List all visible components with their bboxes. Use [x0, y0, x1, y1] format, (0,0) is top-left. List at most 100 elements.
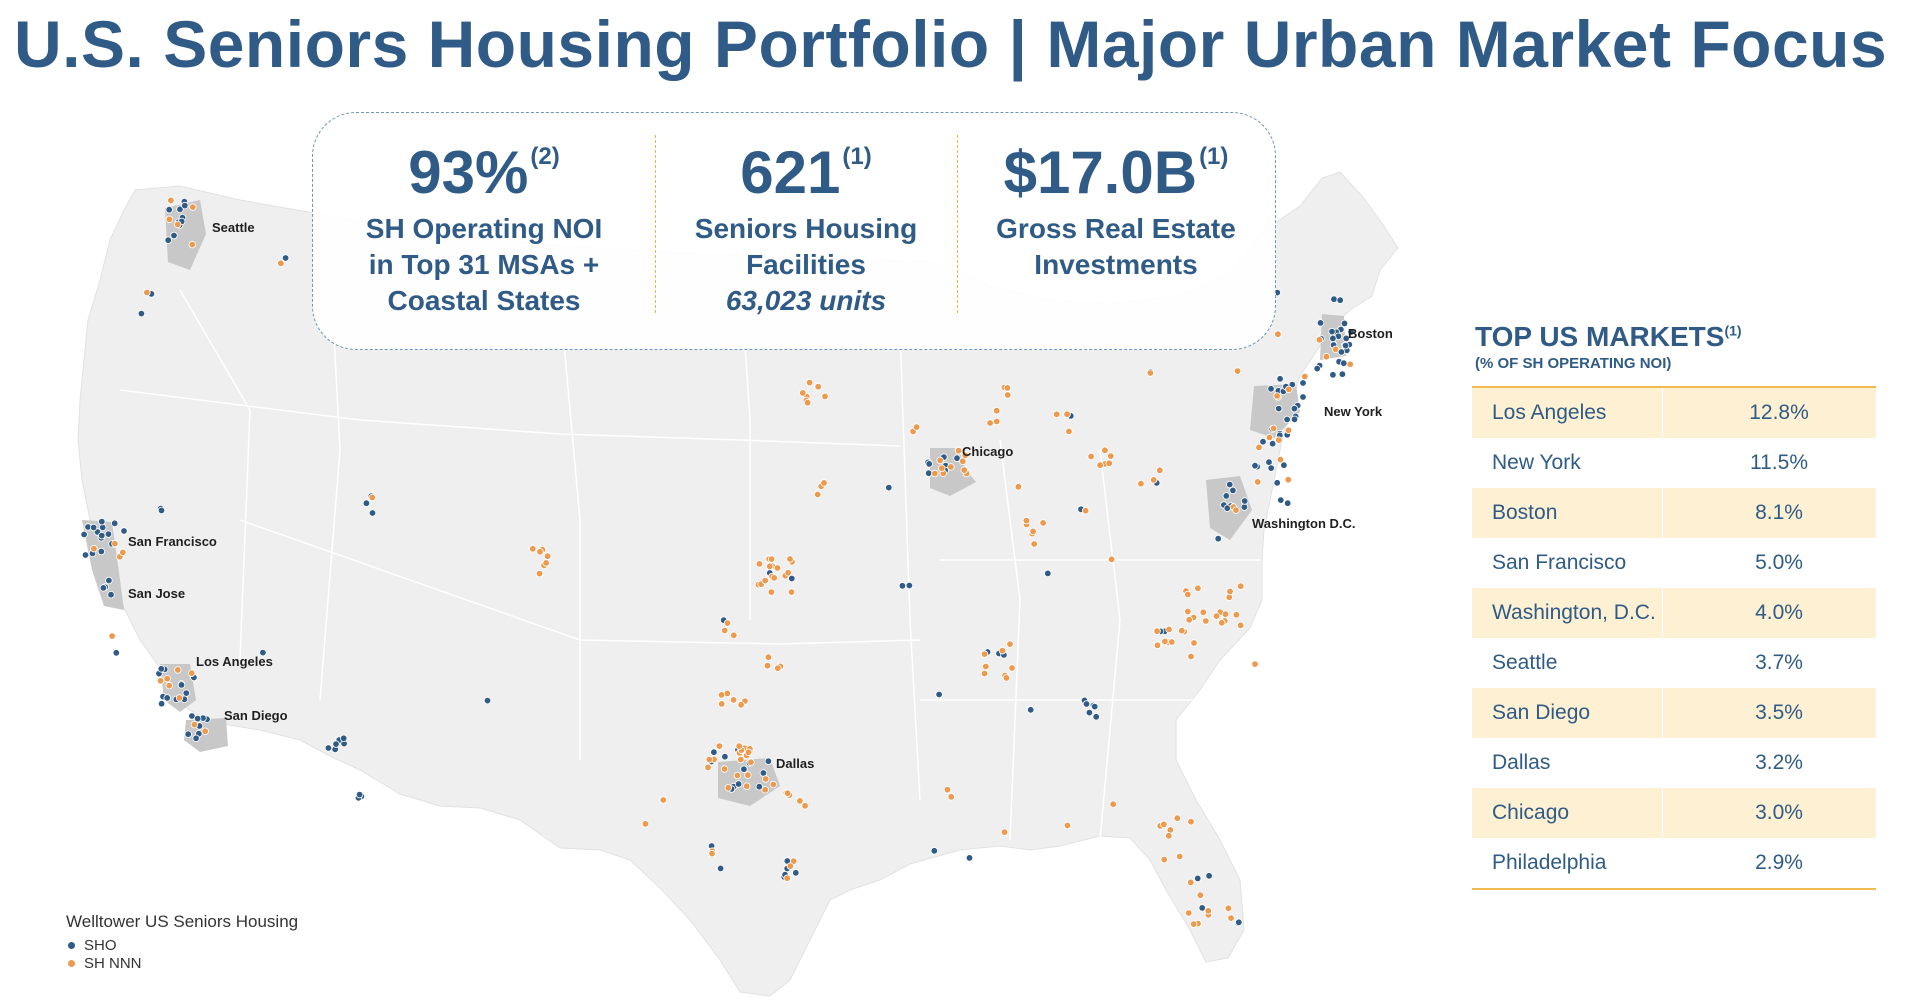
- facility-dot: [281, 254, 290, 262]
- facility-dot: [787, 588, 796, 596]
- facility-dot: [947, 793, 955, 801]
- facility-dot: [1340, 359, 1348, 367]
- facility-dot: [107, 591, 115, 599]
- facility-dot: [1269, 424, 1278, 433]
- facility-dot: [1004, 391, 1012, 399]
- facility-dot: [1204, 907, 1212, 915]
- facility-dot: [1277, 496, 1285, 504]
- facility-dot: [1236, 582, 1245, 590]
- sho-dot-icon: [68, 941, 75, 949]
- map-label-chicago: Chicago: [962, 444, 1013, 459]
- facility-dot: [721, 626, 729, 635]
- facility-dot: [1199, 608, 1207, 616]
- facility-dot: [755, 560, 764, 568]
- facility-dot: [1329, 371, 1337, 379]
- facility-dot: [730, 631, 738, 639]
- facility-dot: [1226, 587, 1234, 596]
- facility-dot: [737, 701, 745, 709]
- facility-dot: [716, 864, 725, 873]
- facility-dot: [1063, 821, 1072, 830]
- stat-noi-share: 93%(2) SH Operating NOI in Top 31 MSAs +…: [313, 113, 655, 349]
- facility-dot: [1255, 443, 1263, 452]
- facility-dot: [982, 662, 990, 671]
- facility-dot: [1039, 519, 1047, 527]
- facility-dot: [1275, 436, 1283, 444]
- facility-dot: [783, 874, 791, 882]
- stat-value: $17.0B(1): [1003, 139, 1229, 206]
- facility-dot: [935, 690, 943, 699]
- facility-dot: [1000, 828, 1009, 836]
- facility-dot: [998, 647, 1007, 655]
- facility-dot: [1173, 814, 1181, 822]
- stat-divider: [655, 135, 656, 313]
- facility-dot: [193, 714, 202, 723]
- facility-dot: [1165, 625, 1173, 634]
- facility-dot: [1029, 527, 1037, 536]
- facility-dot: [744, 748, 753, 756]
- facility-dot: [157, 700, 166, 708]
- facility-dot: [1229, 486, 1237, 495]
- map-label-san-diego: San Diego: [224, 708, 288, 723]
- facility-dot: [1340, 319, 1349, 328]
- facility-dot: [930, 847, 938, 855]
- facility-dot: [936, 456, 944, 465]
- facility-dot: [483, 696, 492, 705]
- facility-dot: [805, 378, 814, 387]
- facility-dot: [1299, 379, 1307, 387]
- facility-dot: [1283, 499, 1292, 507]
- facility-dot: [769, 780, 777, 789]
- facility-dot: [170, 231, 178, 240]
- facility-dot: [167, 196, 175, 205]
- facility-dot: [1168, 638, 1176, 646]
- facility-dot: [1251, 660, 1259, 668]
- facility-dot: [157, 506, 166, 515]
- facility-dot: [717, 691, 726, 699]
- facility-dot: [1186, 878, 1195, 887]
- facility-dot: [164, 236, 172, 244]
- facility-dot: [1233, 367, 1242, 375]
- facility-dot: [1232, 611, 1241, 619]
- facility-dot: [931, 469, 939, 478]
- facility-dot: [762, 775, 770, 783]
- stat-facilities: 621(1) Seniors Housing Facilities 63,023…: [655, 113, 957, 349]
- stats-panel: 93%(2) SH Operating NOI in Top 31 MSAs +…: [312, 112, 1276, 350]
- facility-dot: [1316, 319, 1325, 327]
- facility-dot: [165, 215, 174, 223]
- facility-dot: [368, 493, 376, 502]
- facility-dot: [1008, 664, 1016, 672]
- facility-dot: [1276, 455, 1285, 464]
- facility-dot: [1253, 478, 1262, 486]
- city-labels: Seattle San Francisco San Jose Los Angel…: [128, 220, 1393, 771]
- map-label-san-jose: San Jose: [128, 586, 185, 601]
- facility-dot: [119, 548, 127, 557]
- facility-dot: [735, 742, 743, 750]
- facility-dot: [355, 790, 364, 799]
- facility-dot: [1153, 641, 1162, 649]
- stat-value: 621(1): [740, 139, 872, 206]
- facility-dot: [938, 464, 946, 472]
- facility-dot: [543, 552, 552, 560]
- facility-dot: [905, 581, 914, 590]
- facility-dot: [720, 765, 729, 773]
- facility-dot: [721, 753, 729, 761]
- facility-dot: [177, 681, 186, 689]
- facility-dot: [536, 548, 544, 556]
- facility-dot: [529, 545, 537, 553]
- stat-description: Gross Real Estate Investments: [996, 213, 1236, 280]
- facility-dot: [1109, 800, 1117, 808]
- facility-dot: [947, 463, 955, 471]
- facility-dot: [98, 517, 106, 526]
- facility-dot: [993, 417, 1001, 426]
- facility-dot: [1274, 404, 1283, 413]
- facility-dot: [724, 784, 732, 792]
- facility-dot: [1030, 540, 1038, 548]
- facility-dot: [173, 220, 182, 229]
- facility-dot: [980, 669, 989, 678]
- facility-dot: [1187, 652, 1195, 661]
- facility-dot: [1313, 364, 1321, 373]
- table-row: Seattle 3.7%: [1492, 650, 1803, 674]
- facility-dot: [814, 490, 822, 499]
- facility-dot: [1273, 392, 1281, 400]
- facility-dot: [1284, 426, 1293, 434]
- facility-dot: [1082, 700, 1091, 708]
